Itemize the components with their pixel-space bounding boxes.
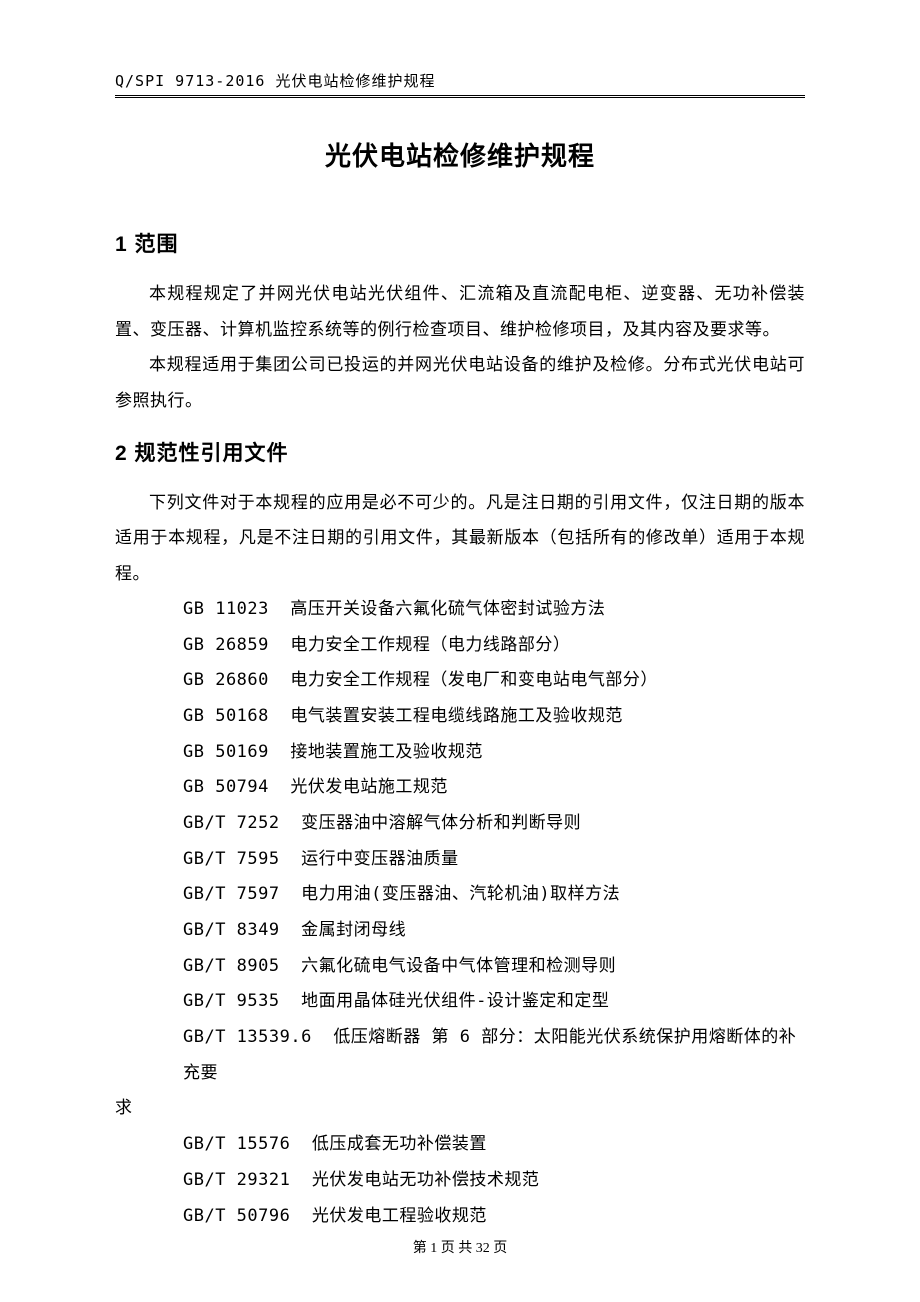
ref-title: 电力用油(变压器油、汽轮机油)取样方法	[301, 884, 620, 904]
section-heading: 2 规范性引用文件	[115, 437, 805, 467]
ref-code: GB/T 8349	[183, 913, 280, 949]
ref-title: 光伏发电工程验收规范	[312, 1206, 487, 1226]
ref-code: GB/T 29321	[183, 1163, 290, 1199]
reference-item: GB/T 8905 六氟化硫电气设备中气体管理和检测导则	[115, 949, 805, 985]
section-1: 1 范围 本规程规定了并网光伏电站光伏组件、汇流箱及直流配电柜、逆变器、无功补偿…	[115, 228, 805, 419]
ref-title: 高压开关设备六氟化硫气体密封试验方法	[290, 599, 605, 619]
reference-item: GB/T 9535 地面用晶体硅光伏组件-设计鉴定和定型	[115, 984, 805, 1020]
document-title: 光伏电站检修维护规程	[115, 136, 805, 173]
ref-code: GB/T 7597	[183, 877, 280, 913]
ref-title: 电气装置安装工程电缆线路施工及验收规范	[290, 706, 623, 726]
ref-title: 地面用晶体硅光伏组件-设计鉴定和定型	[301, 991, 609, 1011]
ref-title: 电力安全工作规程（电力线路部分）	[290, 635, 570, 655]
reference-item: GB 50169 接地装置施工及验收规范	[115, 735, 805, 771]
reference-item: GB/T 8349 金属封闭母线	[115, 913, 805, 949]
ref-code: GB 50169	[183, 735, 269, 771]
reference-item: GB 26859 电力安全工作规程（电力线路部分）	[115, 628, 805, 664]
reference-item: GB/T 13539.6 低压熔断器 第 6 部分：太阳能光伏系统保护用熔断体的…	[115, 1020, 805, 1091]
section-heading: 1 范围	[115, 228, 805, 258]
ref-code: GB/T 13539.6	[183, 1020, 312, 1056]
reference-item: GB 11023 高压开关设备六氟化硫气体密封试验方法	[115, 592, 805, 628]
reference-item: GB/T 7252 变压器油中溶解气体分析和判断导则	[115, 806, 805, 842]
ref-code: GB/T 7595	[183, 842, 280, 878]
section-2: 2 规范性引用文件 下列文件对于本规程的应用是必不可少的。凡是注日期的引用文件，…	[115, 437, 805, 592]
ref-code: GB 50168	[183, 699, 269, 735]
ref-title: 低压成套无功补偿装置	[312, 1134, 487, 1154]
reference-item: GB/T 7595 运行中变压器油质量	[115, 842, 805, 878]
reference-item: GB 26860 电力安全工作规程（发电厂和变电站电气部分）	[115, 663, 805, 699]
ref-code: GB 11023	[183, 592, 269, 628]
reference-item: GB/T 15576 低压成套无功补偿装置	[115, 1127, 805, 1163]
ref-title: 金属封闭母线	[301, 920, 406, 940]
ref-title: 电力安全工作规程（发电厂和变电站电气部分）	[290, 670, 658, 690]
page-footer: 第 1 页 共 32 页	[0, 1237, 920, 1257]
references-list: GB 11023 高压开关设备六氟化硫气体密封试验方法 GB 26859 电力安…	[115, 592, 805, 1234]
ref-code: GB/T 50796	[183, 1199, 290, 1235]
ref-title: 运行中变压器油质量	[301, 849, 459, 869]
ref-title: 变压器油中溶解气体分析和判断导则	[301, 813, 581, 833]
ref-code: GB/T 15576	[183, 1127, 290, 1163]
ref-title: 接地装置施工及验收规范	[290, 742, 483, 762]
ref-title: 光伏发电站无功补偿技术规范	[312, 1170, 540, 1190]
page-number: 第 1 页 共 32 页	[413, 1241, 508, 1256]
ref-code: GB 26860	[183, 663, 269, 699]
reference-continuation: 求	[115, 1091, 805, 1127]
ref-code: GB 50794	[183, 770, 269, 806]
paragraph: 本规程规定了并网光伏电站光伏组件、汇流箱及直流配电柜、逆变器、无功补偿装置、变压…	[115, 276, 805, 347]
paragraph: 下列文件对于本规程的应用是必不可少的。凡是注日期的引用文件，仅注日期的版本适用于…	[115, 485, 805, 592]
page-header: Q/SPI 9713-2016 光伏电站检修维护规程	[115, 70, 805, 98]
reference-item: GB 50794 光伏发电站施工规范	[115, 770, 805, 806]
ref-code: GB/T 9535	[183, 984, 280, 1020]
reference-item: GB/T 29321 光伏发电站无功补偿技术规范	[115, 1163, 805, 1199]
ref-title: 六氟化硫电气设备中气体管理和检测导则	[301, 956, 616, 976]
ref-code: GB/T 7252	[183, 806, 280, 842]
reference-item: GB/T 7597 电力用油(变压器油、汽轮机油)取样方法	[115, 877, 805, 913]
reference-item: GB/T 50796 光伏发电工程验收规范	[115, 1199, 805, 1235]
reference-item: GB 50168 电气装置安装工程电缆线路施工及验收规范	[115, 699, 805, 735]
ref-title: 光伏发电站施工规范	[290, 777, 448, 797]
ref-code: GB 26859	[183, 628, 269, 664]
paragraph: 本规程适用于集团公司已投运的并网光伏电站设备的维护及检修。分布式光伏电站可参照执…	[115, 347, 805, 418]
header-code: Q/SPI 9713-2016 光伏电站检修维护规程	[115, 72, 436, 90]
ref-code: GB/T 8905	[183, 949, 280, 985]
